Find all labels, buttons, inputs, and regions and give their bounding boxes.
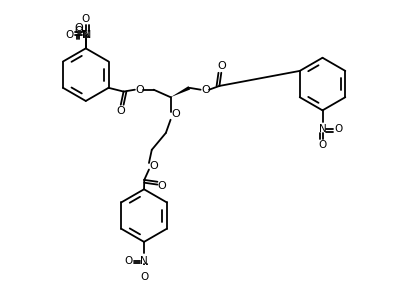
Text: N: N: [140, 256, 148, 266]
Text: O: O: [75, 26, 83, 37]
Text: O: O: [158, 182, 166, 191]
Text: O: O: [116, 106, 125, 116]
Text: O: O: [318, 140, 327, 150]
Text: O: O: [66, 30, 74, 40]
Text: O: O: [135, 85, 144, 95]
Text: O: O: [335, 124, 343, 134]
Text: O: O: [82, 14, 90, 24]
Text: O: O: [75, 23, 83, 33]
Text: N: N: [82, 30, 90, 40]
Text: O: O: [201, 85, 210, 95]
Text: O: O: [171, 109, 180, 119]
Text: N: N: [83, 30, 91, 40]
Text: O: O: [124, 256, 132, 266]
Text: O: O: [149, 161, 158, 171]
Text: O: O: [217, 61, 225, 71]
Text: O: O: [140, 272, 148, 281]
Text: N: N: [319, 124, 326, 134]
Polygon shape: [171, 86, 190, 97]
